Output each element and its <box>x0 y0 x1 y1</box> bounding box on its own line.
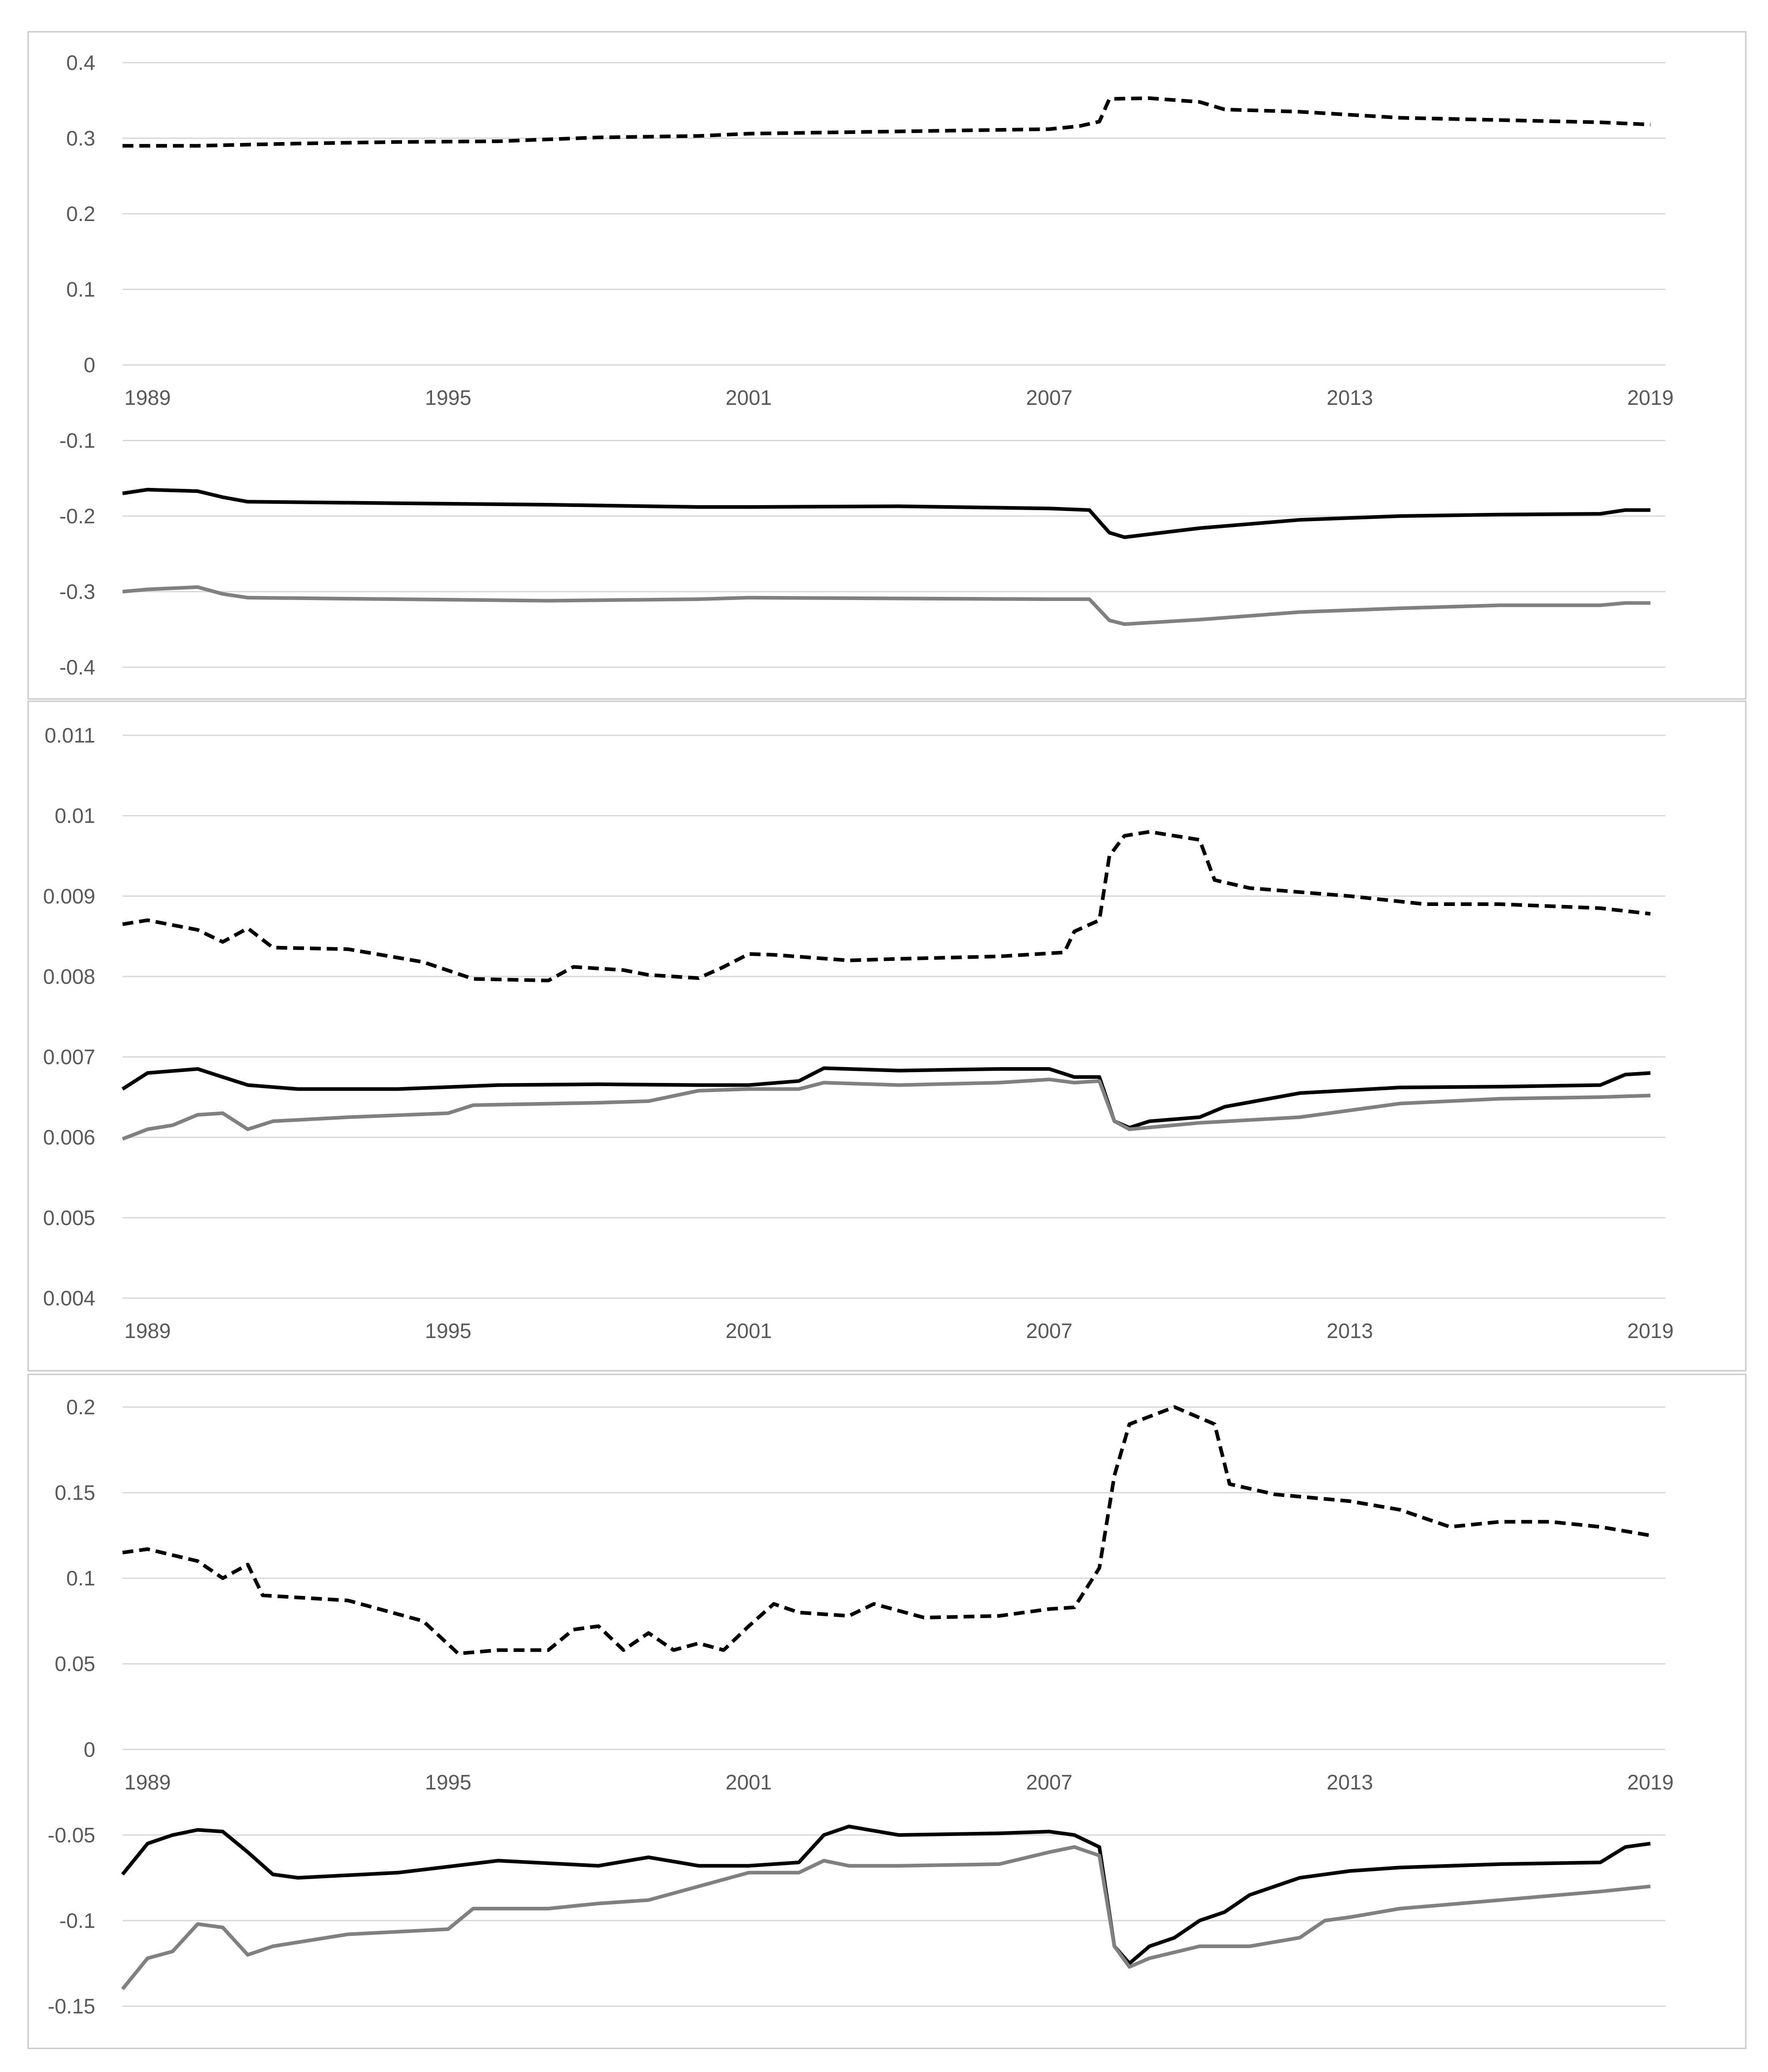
y-tick-label: -0.3 <box>59 580 95 604</box>
series-line-black <box>121 1066 1651 1130</box>
y-tick-label: -0.1 <box>59 1909 95 1932</box>
y-tick-label: 0.011 <box>44 723 95 747</box>
y-tick-label: 0.15 <box>54 1481 95 1505</box>
x-tick-label: 2019 <box>1627 386 1674 409</box>
chart-panel-border <box>27 31 1747 700</box>
y-tick-label: 0.01 <box>54 804 95 827</box>
y-tick-label: -0.1 <box>59 429 95 453</box>
y-tick-label: 0 <box>83 1737 95 1761</box>
y-tick-label: 0.2 <box>66 202 95 226</box>
x-tick-label: 2001 <box>726 386 772 409</box>
series-line-dashed <box>123 96 1651 148</box>
chart-panel-3: 0.2 0.15 0.1 0.05 0 -0.05 -0.1 -0.15 1989 1995 200… <box>27 1373 1747 2049</box>
x-tick-label: 2001 <box>726 1319 772 1343</box>
series-line-dashed <box>122 830 1651 983</box>
y-tick-label: -0.05 <box>48 1823 95 1847</box>
y-tick-label: 0.1 <box>66 278 95 301</box>
x-tick-label: 2013 <box>1326 1319 1373 1343</box>
y-tick-label: 0.005 <box>43 1206 95 1230</box>
series-line-gray <box>122 585 1650 626</box>
chart-panel-border <box>27 1373 1747 2049</box>
y-tick-label: 0.004 <box>43 1286 95 1310</box>
x-tick-label: 2007 <box>1026 1770 1072 1794</box>
chart-panel-border <box>27 700 1747 1372</box>
y-tick-label: -0.4 <box>59 655 95 679</box>
y-tick-label: 0.008 <box>43 965 95 988</box>
series-line-dashed <box>122 1405 1651 1656</box>
series-line-gray <box>121 1845 1651 1990</box>
x-tick-label: 2019 <box>1627 1770 1674 1794</box>
x-tick-label: 1989 <box>124 1319 171 1343</box>
series-line-black <box>121 1825 1651 1965</box>
y-tick-label: 0.05 <box>54 1652 95 1676</box>
chart-panel-2: 0.011 0.01 0.009 0.008 0.007 0.006 0.005 0.004 1… <box>27 700 1747 1372</box>
y-tick-label: 0 <box>83 353 95 377</box>
y-tick-label: 0.006 <box>43 1126 95 1149</box>
x-tick-label: 1995 <box>425 1319 471 1343</box>
y-tick-label: -0.2 <box>59 504 95 528</box>
y-tick-label: 0.4 <box>66 51 95 74</box>
x-tick-label: 2013 <box>1326 1770 1373 1794</box>
x-tick-label: 1989 <box>124 386 171 409</box>
y-tick-label: 0.2 <box>66 1395 95 1419</box>
y-tick-label: 0.1 <box>66 1566 95 1590</box>
x-tick-label: 2007 <box>1026 1319 1072 1343</box>
x-tick-label: 1989 <box>124 1770 171 1794</box>
y-tick-label: 0.009 <box>43 884 95 908</box>
series-line-black <box>122 487 1650 539</box>
y-tick-label: 0.007 <box>43 1045 95 1069</box>
series-line-gray <box>122 1078 1651 1141</box>
x-tick-label: 1995 <box>425 1770 471 1794</box>
x-tick-label: 2019 <box>1627 1319 1674 1343</box>
x-tick-label: 2007 <box>1026 386 1072 409</box>
y-tick-label: -0.15 <box>48 1994 95 2018</box>
y-tick-label: 0.3 <box>66 127 95 150</box>
x-tick-label: 2001 <box>726 1770 772 1794</box>
chart-panel-1: 0.4 0.3 0.2 0.1 0 -0.1 -0.2 -0.3 -0.4 1989 1995 200… <box>27 31 1747 700</box>
x-tick-label: 1995 <box>425 386 471 409</box>
x-tick-label: 2013 <box>1326 386 1373 409</box>
